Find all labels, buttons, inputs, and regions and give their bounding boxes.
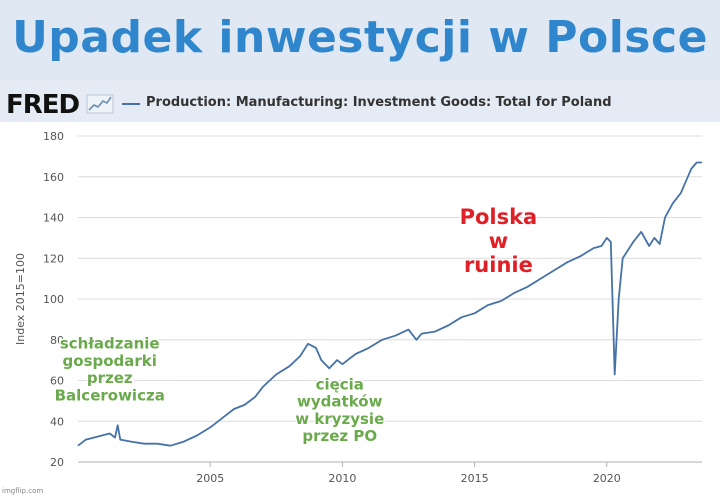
y-axis-label: Index 2015=100 [14, 253, 27, 345]
meme-title: Upadek inwestycji w Polsce [12, 12, 708, 63]
annotation-2-line-0: Polska [460, 205, 538, 229]
y-tick-label-40: 40 [50, 415, 64, 428]
x-tick-label-2015: 2015 [461, 472, 489, 485]
x-tick-label-2010: 2010 [328, 472, 356, 485]
annotation-1-line-1: wydatków [297, 393, 383, 411]
y-tick-label-80: 80 [50, 334, 64, 347]
annotation-0-line-1: gospodarki [63, 352, 157, 370]
annotation-1-line-3: przez PO [302, 427, 377, 445]
annotation-0-line-2: przez [87, 369, 133, 387]
fred-header: FRED Production: Manufacturing: Investme… [6, 90, 716, 120]
x-tick-label-2020: 2020 [593, 472, 621, 485]
fred-sparkline-icon [86, 94, 114, 114]
annotation-1-line-2: w kryzysie [295, 410, 384, 428]
series-title: Production: Manufacturing: Investment Go… [146, 95, 612, 110]
annotation-0-line-0: schładzanie [60, 335, 160, 353]
y-tick-label-140: 140 [43, 212, 64, 225]
annotation-2-line-1: w [489, 229, 508, 253]
y-tick-label-60: 60 [50, 375, 64, 388]
annotation-0-line-3: Balcerowicza [55, 386, 165, 404]
series-line-0 [77, 161, 702, 447]
annotation-1-line-0: cięcia [316, 375, 364, 393]
y-tick-label-160: 160 [43, 171, 64, 184]
legend-swatch [122, 103, 140, 105]
y-tick-label-180: 180 [43, 130, 64, 143]
annotation-2-line-2: ruinie [464, 253, 533, 277]
y-tick-label-20: 20 [50, 456, 64, 469]
y-tick-label-100: 100 [43, 293, 64, 306]
imgflip-watermark: imgflip.com [2, 487, 44, 495]
fred-logo: FRED [6, 90, 80, 120]
x-tick-label-2005: 2005 [196, 472, 224, 485]
y-tick-label-120: 120 [43, 252, 64, 265]
title-band [0, 0, 720, 80]
